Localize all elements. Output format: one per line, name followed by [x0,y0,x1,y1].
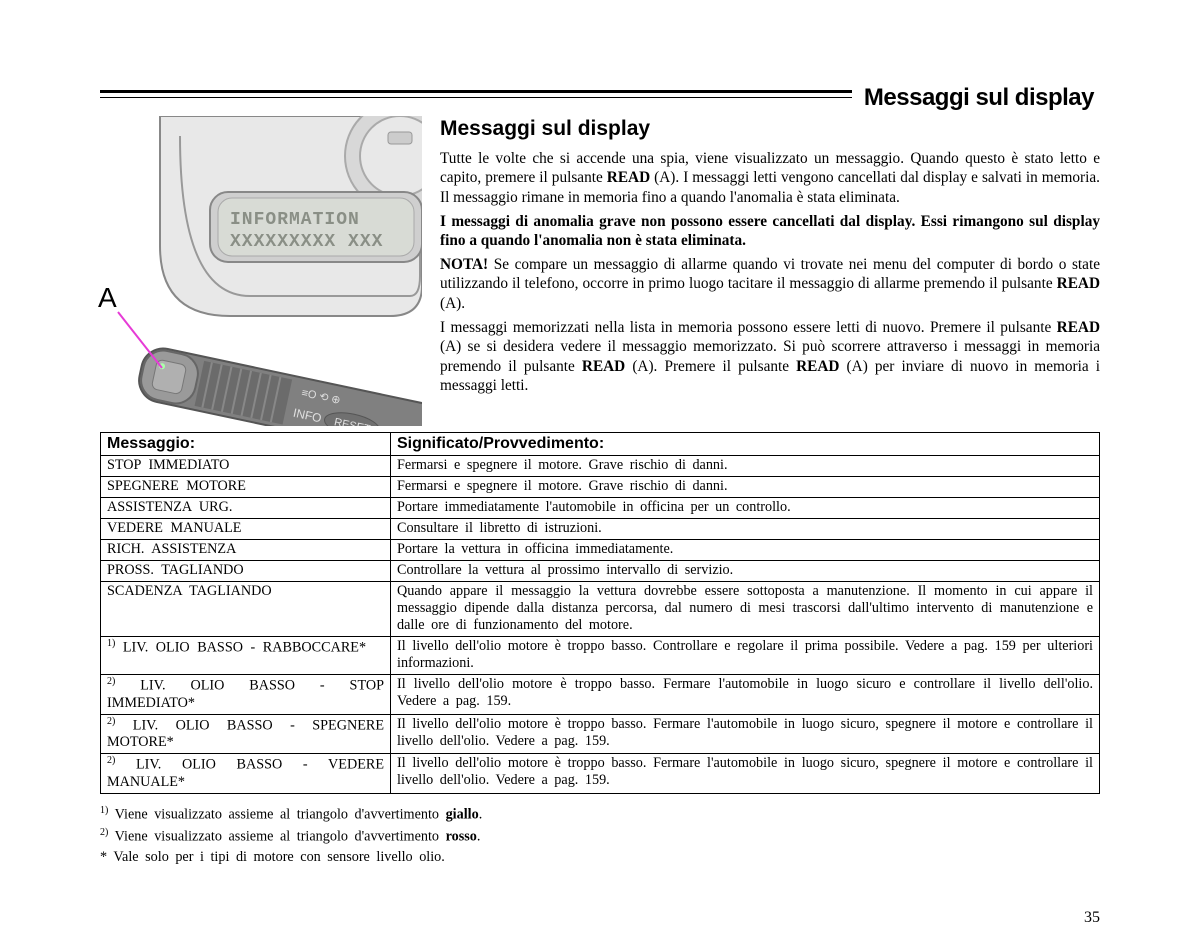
table-row: SPEGNERE MOTOREFermarsi e spegnere il mo… [101,477,1100,498]
message-cell: ASSISTENZA URG. [101,498,391,519]
table-row: 2) LIV. OLIO BASSO - SPEGNERE MOTORE*Il … [101,714,1100,754]
message-cell: 2) LIV. OLIO BASSO - SPEGNERE MOTORE* [101,714,391,754]
table-row: RICH. ASSISTENZAPortare la vettura in of… [101,540,1100,561]
paragraph-1: Tutte le volte che si accende una spia, … [440,149,1100,208]
message-cell: VEDERE MANUALE [101,519,391,540]
footnote-3: * Vale solo per i tipi di motore con sen… [100,847,1100,868]
page-number: 35 [1084,909,1100,927]
message-cell: SPEGNERE MOTORE [101,477,391,498]
meaning-cell: Quando appare il messaggio la vettura do… [391,582,1100,637]
stalk-illustration: A INFORMATION XXXXXXXXX XXX [100,116,422,426]
table-row: 2) LIV. OLIO BASSO - STOP IMMEDIATO*Il l… [101,675,1100,715]
message-cell: SCADENZA TAGLIANDO [101,582,391,637]
message-cell: 2) LIV. OLIO BASSO - VEDERE MANUALE* [101,754,391,794]
message-cell: 2) LIV. OLIO BASSO - STOP IMMEDIATO* [101,675,391,715]
message-cell: 1) LIV. OLIO BASSO - RABBOCCARE* [101,637,391,675]
footnote-1: 1) Viene visualizzato assieme al triango… [100,804,1100,825]
meaning-cell: Fermarsi e spegnere il motore. Grave ris… [391,456,1100,477]
meaning-cell: Fermarsi e spegnere il motore. Grave ris… [391,477,1100,498]
message-cell: STOP IMMEDIATO [101,456,391,477]
footnotes: 1) Viene visualizzato assieme al triango… [100,804,1100,867]
meaning-cell: Il livello dell'olio motore è troppo bas… [391,754,1100,794]
col-header-message: Messaggio: [101,433,391,456]
meaning-cell: Il livello dell'olio motore è troppo bas… [391,714,1100,754]
upper-content: A INFORMATION XXXXXXXXX XXX [100,116,1100,426]
body-text: Messaggi sul display Tutte le volte che … [440,116,1100,426]
paragraph-2-bold: I messaggi di anomalia grave non possono… [440,212,1100,251]
meaning-cell: Portare immediatamente l'automobile in o… [391,498,1100,519]
messages-table: Messaggio: Significato/Provvedimento: ST… [100,432,1100,794]
meaning-cell: Il livello dell'olio motore è troppo bas… [391,637,1100,675]
page-header: Messaggi sul display [100,90,1100,98]
footnote-2: 2) Viene visualizzato assieme al triango… [100,826,1100,847]
col-header-meaning: Significato/Provvedimento: [391,433,1100,456]
meaning-cell: Consultare il libretto di istruzioni. [391,519,1100,540]
meaning-cell: Il livello dell'olio motore è troppo bas… [391,675,1100,715]
table-row: PROSS. TAGLIANDOControllare la vettura a… [101,561,1100,582]
table-row: SCADENZA TAGLIANDOQuando appare il messa… [101,582,1100,637]
paragraph-3: NOTA! Se compare un messaggio di allarme… [440,255,1100,314]
table-row: 2) LIV. OLIO BASSO - VEDERE MANUALE*Il l… [101,754,1100,794]
page-header-title: Messaggi sul display [852,84,1100,112]
paragraph-4: I messaggi memorizzati nella lista in me… [440,318,1100,396]
message-cell: PROSS. TAGLIANDO [101,561,391,582]
meaning-cell: Portare la vettura in officina immediata… [391,540,1100,561]
table-row: 1) LIV. OLIO BASSO - RABBOCCARE*Il livel… [101,637,1100,675]
callout-a: A [98,282,117,314]
table-row: VEDERE MANUALEConsultare il libretto di … [101,519,1100,540]
message-cell: RICH. ASSISTENZA [101,540,391,561]
manual-page: Messaggi sul display A INFORMATION XXXXX… [100,90,1100,867]
section-title: Messaggi sul display [440,116,1100,143]
display-line1: INFORMATION [230,210,360,230]
table-row: ASSISTENZA URG.Portare immediatamente l'… [101,498,1100,519]
display-line2: XXXXXXXXX XXX [230,232,383,252]
table-row: STOP IMMEDIATOFermarsi e spegnere il mot… [101,456,1100,477]
meaning-cell: Controllare la vettura al prossimo inter… [391,561,1100,582]
